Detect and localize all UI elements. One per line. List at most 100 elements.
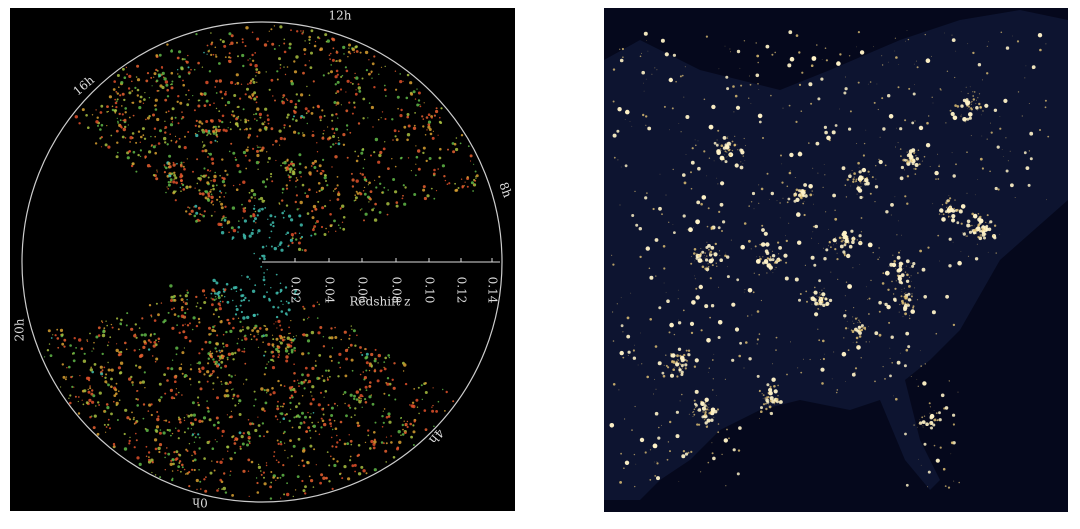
galaxy <box>163 164 166 167</box>
galaxy <box>79 375 81 377</box>
galaxy <box>146 72 150 75</box>
galaxy <box>270 245 273 248</box>
galaxy <box>278 202 281 204</box>
galaxy <box>294 232 297 235</box>
galaxy <box>100 136 103 139</box>
city-light <box>738 354 741 358</box>
galaxy <box>455 137 458 139</box>
galaxy <box>167 183 171 187</box>
galaxy <box>319 172 323 175</box>
city-light <box>926 121 929 125</box>
city-light <box>950 441 954 445</box>
galaxy <box>195 295 198 299</box>
galaxy <box>98 391 102 395</box>
galaxy <box>166 88 169 92</box>
galaxy <box>213 290 216 293</box>
galaxy <box>237 231 239 233</box>
galaxy <box>412 90 416 94</box>
city-light <box>667 366 670 369</box>
city-light <box>731 140 734 143</box>
city-light <box>811 298 813 301</box>
city-light <box>961 209 963 210</box>
city-light <box>758 184 760 186</box>
galaxy <box>285 233 287 236</box>
galaxy <box>301 449 306 453</box>
city-light <box>803 183 807 187</box>
city-light <box>637 364 639 366</box>
galaxy <box>363 176 366 179</box>
galaxy <box>345 357 349 361</box>
galaxy <box>135 364 138 367</box>
city-light <box>627 350 631 354</box>
galaxy <box>439 147 442 151</box>
galaxy <box>326 39 330 43</box>
galaxy <box>366 195 370 199</box>
galaxy <box>171 107 175 111</box>
galaxy <box>116 92 120 95</box>
galaxy <box>212 130 215 133</box>
galaxy <box>244 120 248 124</box>
city-light <box>724 378 727 380</box>
galaxy <box>156 89 159 92</box>
city-light <box>873 101 876 104</box>
galaxy <box>121 105 123 107</box>
galaxy <box>378 73 380 76</box>
city-light <box>756 256 758 258</box>
galaxy <box>325 227 327 230</box>
galaxy <box>279 144 281 146</box>
city-light <box>684 363 688 367</box>
galaxy <box>313 44 317 48</box>
galaxy <box>293 416 296 419</box>
city-light <box>685 115 690 119</box>
galaxy <box>217 296 221 300</box>
city-light <box>760 406 763 410</box>
galaxy <box>163 319 167 323</box>
galaxy <box>372 126 374 128</box>
galaxy <box>170 71 174 75</box>
city-light <box>748 357 752 361</box>
galaxy <box>349 406 352 409</box>
galaxy <box>167 110 170 113</box>
galaxy <box>284 442 286 444</box>
galaxy <box>437 168 440 170</box>
galaxy <box>189 207 191 209</box>
galaxy <box>253 205 256 207</box>
galaxy <box>164 392 167 395</box>
galaxy <box>107 368 111 372</box>
galaxy <box>229 470 232 473</box>
galaxy <box>142 134 145 137</box>
city-light <box>704 304 709 309</box>
city-light <box>849 179 851 181</box>
city-light <box>878 310 881 313</box>
city-light <box>706 338 711 343</box>
galaxy <box>143 333 147 337</box>
city-light <box>821 292 826 297</box>
city-light <box>765 398 769 403</box>
city-light <box>813 194 814 196</box>
galaxy <box>187 206 190 209</box>
galaxy <box>342 216 346 219</box>
galaxy <box>296 293 300 296</box>
city-light <box>748 205 750 207</box>
galaxy <box>247 470 250 472</box>
galaxy <box>237 55 239 58</box>
city-light <box>769 256 772 258</box>
galaxy <box>314 360 317 362</box>
galaxy <box>220 349 224 353</box>
galaxy <box>227 383 229 385</box>
city-light <box>755 73 760 78</box>
galaxy <box>206 380 209 383</box>
city-light <box>826 135 831 141</box>
galaxy <box>277 356 280 359</box>
city-light <box>973 91 976 93</box>
city-light <box>634 190 636 193</box>
city-light <box>808 184 813 189</box>
city-light <box>797 367 799 369</box>
galaxy <box>214 125 217 129</box>
galaxy <box>336 441 339 444</box>
galaxy <box>303 307 306 310</box>
city-light <box>704 255 705 256</box>
city-light <box>967 43 969 45</box>
city-light <box>858 335 862 338</box>
galaxy <box>242 217 244 219</box>
